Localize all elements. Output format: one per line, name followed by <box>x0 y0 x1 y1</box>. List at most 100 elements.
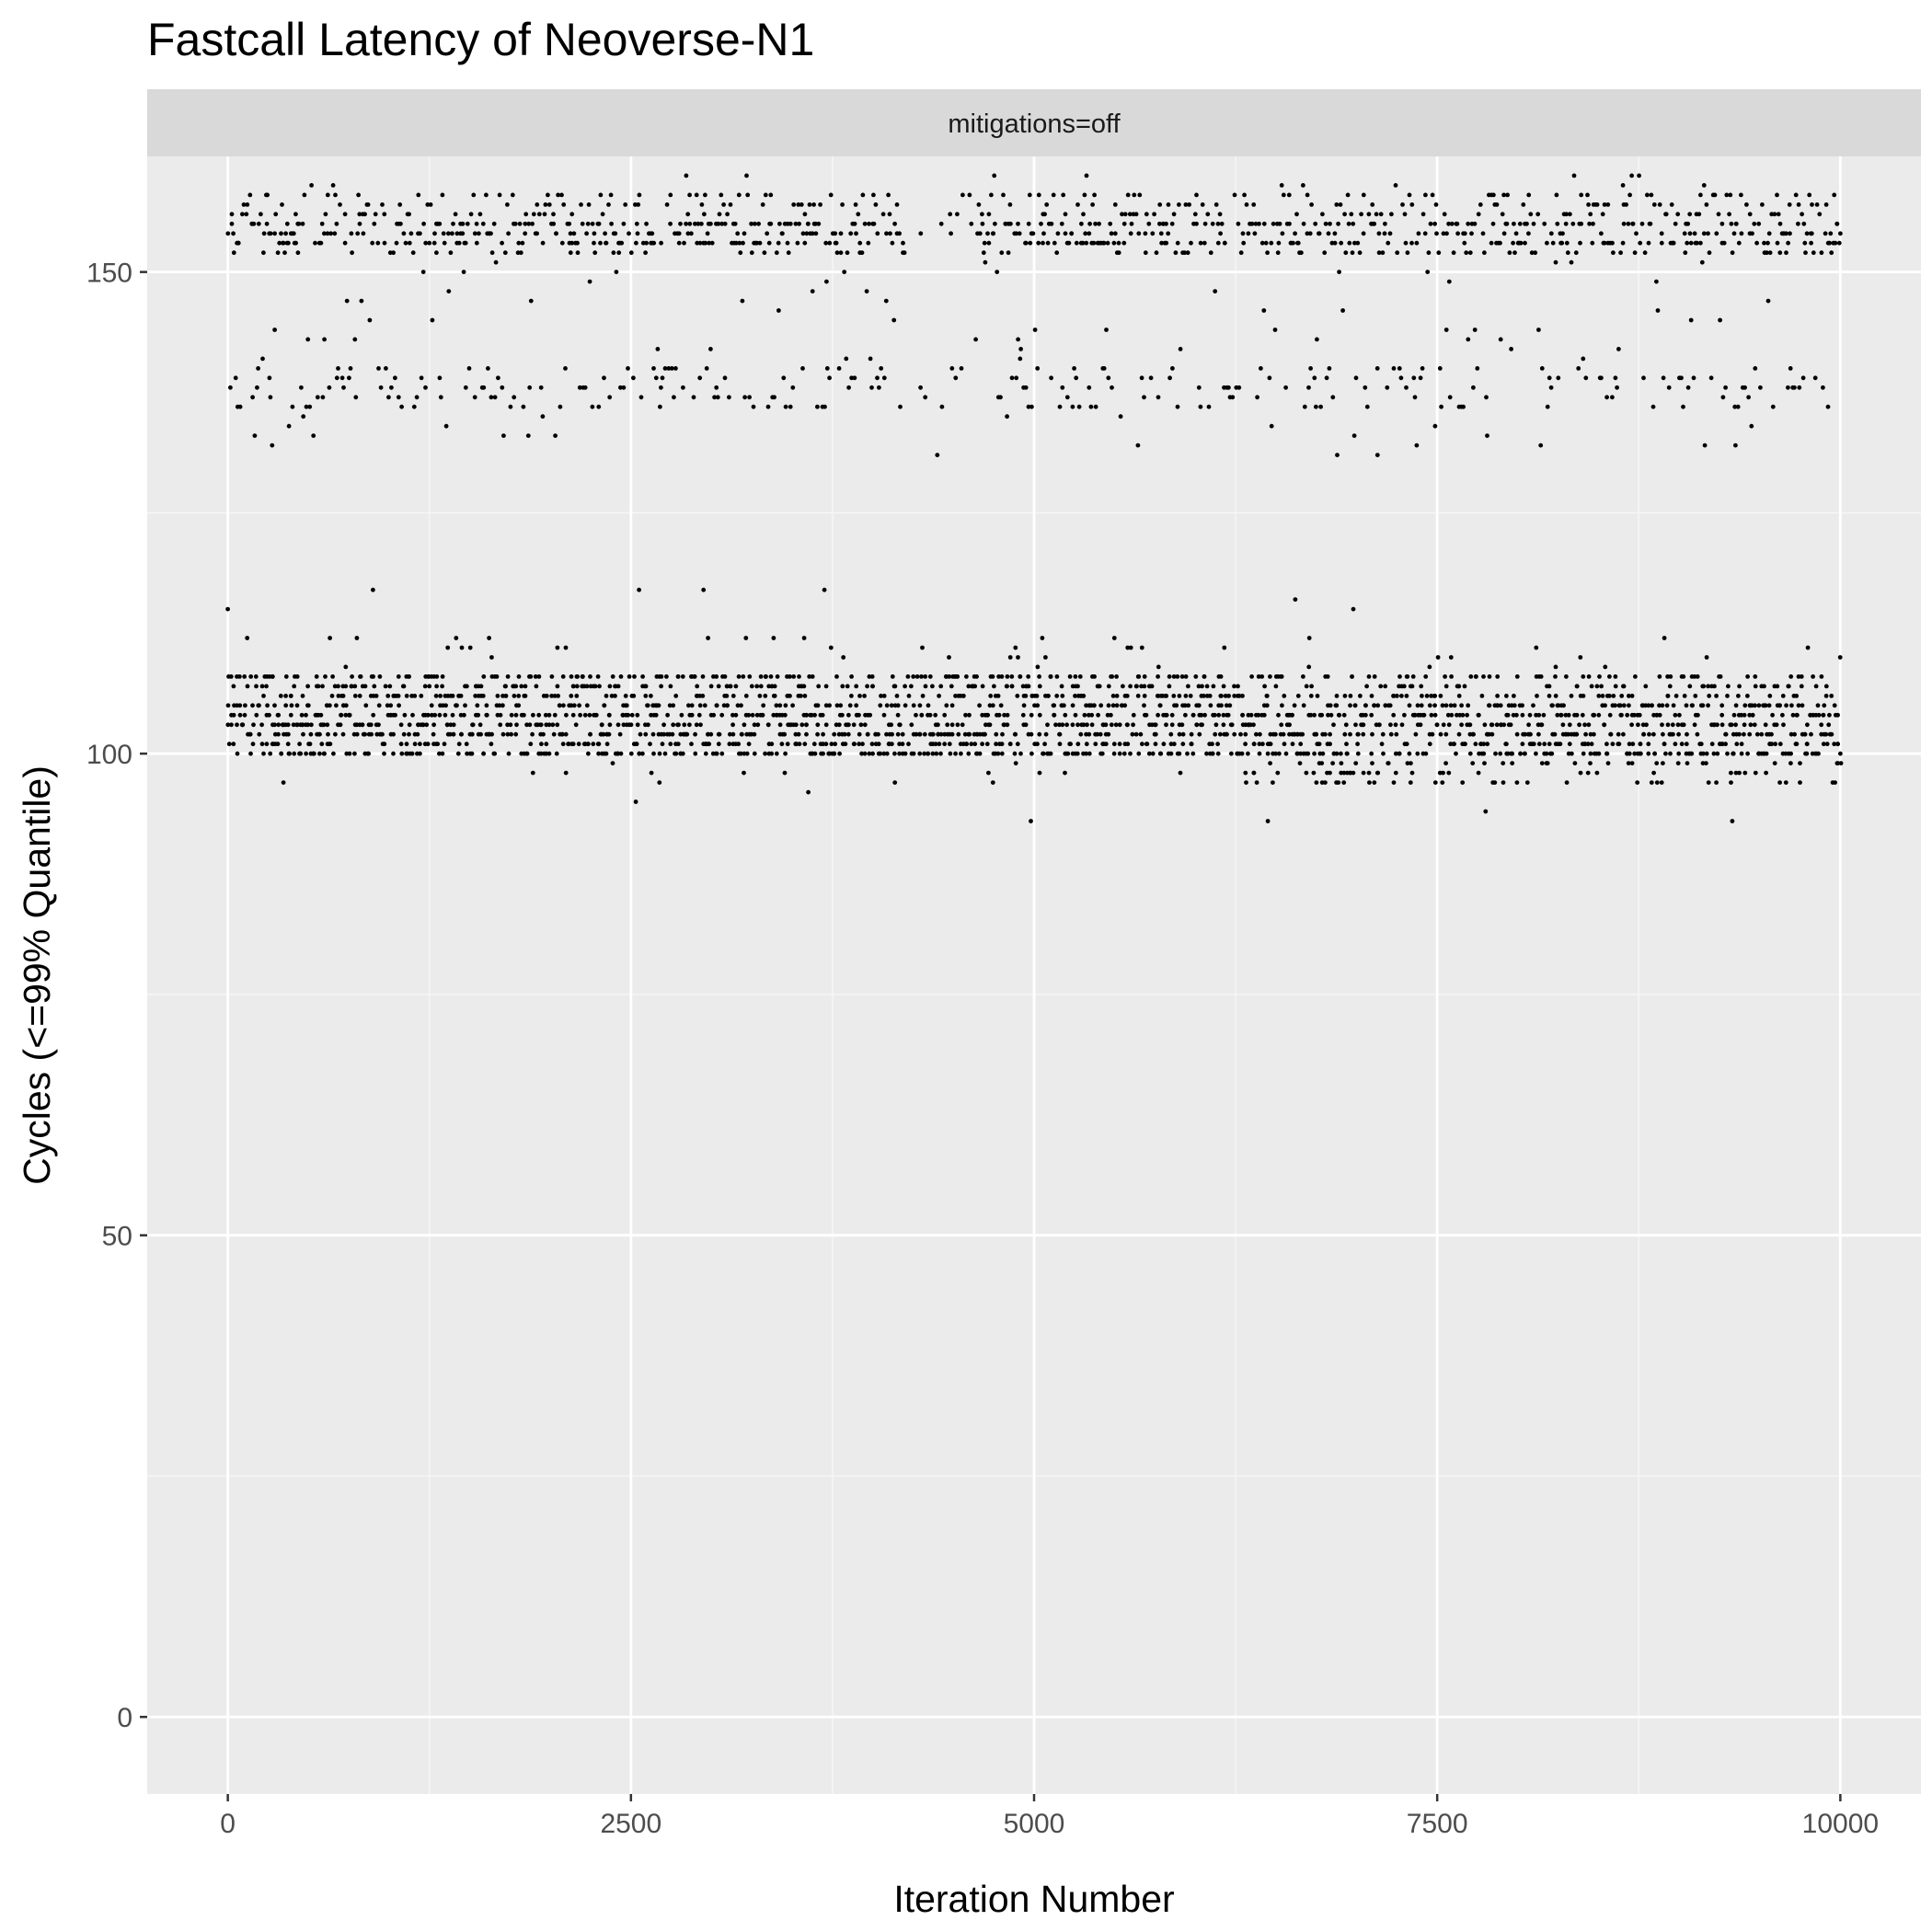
data-point <box>251 221 257 226</box>
data-point <box>1775 192 1779 198</box>
data-point <box>1101 366 1107 371</box>
data-point <box>846 385 851 390</box>
data-point <box>1372 221 1377 226</box>
data-point <box>1035 703 1041 708</box>
data-point <box>776 240 781 246</box>
data-point <box>754 684 760 689</box>
data-point <box>834 250 840 256</box>
data-point <box>1811 674 1815 679</box>
data-point <box>1715 722 1719 728</box>
data-point <box>391 751 396 756</box>
data-point <box>427 240 432 246</box>
data-point <box>379 731 384 737</box>
data-point <box>1429 712 1434 718</box>
data-point <box>1287 722 1292 728</box>
data-point <box>325 192 330 198</box>
data-point <box>1427 742 1432 747</box>
data-point <box>1832 703 1837 708</box>
data-point <box>1700 703 1706 708</box>
data-point <box>1302 404 1307 409</box>
data-point <box>1646 703 1651 708</box>
data-point <box>404 742 409 747</box>
data-point <box>1588 761 1593 765</box>
data-point <box>1695 674 1700 679</box>
data-point <box>687 722 692 728</box>
data-point <box>257 731 262 737</box>
data-point <box>1638 742 1643 747</box>
data-point <box>1657 712 1662 718</box>
data-point <box>1280 703 1284 708</box>
data-point <box>281 240 286 246</box>
data-point <box>1770 712 1775 718</box>
data-point <box>558 404 563 409</box>
data-point <box>1186 684 1190 689</box>
data-point <box>350 250 354 256</box>
data-point <box>1594 202 1600 207</box>
data-point <box>1560 722 1566 728</box>
data-point <box>469 731 475 737</box>
data-point <box>1501 231 1507 236</box>
data-point <box>1148 375 1154 381</box>
data-point <box>319 221 325 226</box>
data-point <box>1618 712 1624 718</box>
data-point <box>763 192 768 198</box>
data-point <box>1753 770 1758 776</box>
data-point <box>368 722 374 728</box>
data-point <box>423 385 428 390</box>
data-point <box>1036 192 1041 198</box>
data-point <box>1667 684 1673 689</box>
data-point <box>399 751 405 756</box>
data-point <box>357 694 362 698</box>
data-point <box>691 395 696 400</box>
data-point <box>967 192 972 198</box>
data-point <box>1467 722 1473 728</box>
data-point <box>938 731 944 737</box>
data-point <box>1213 289 1218 293</box>
data-point <box>657 780 662 785</box>
data-point <box>1366 674 1372 679</box>
data-point <box>1391 780 1397 785</box>
data-point <box>1719 703 1725 708</box>
data-point <box>1452 742 1456 747</box>
data-point <box>1121 240 1127 246</box>
data-point <box>592 231 597 236</box>
data-point <box>484 192 489 198</box>
data-point <box>472 395 477 400</box>
data-point <box>477 231 481 236</box>
data-point <box>1805 722 1810 728</box>
data-point <box>1157 751 1163 756</box>
data-point <box>1603 664 1608 670</box>
data-point <box>451 731 456 737</box>
data-point <box>1589 742 1594 747</box>
data-point <box>1719 221 1725 226</box>
data-point <box>750 712 755 718</box>
data-point <box>1374 453 1380 457</box>
data-point <box>722 221 728 226</box>
data-point <box>237 404 243 409</box>
data-point <box>555 684 560 689</box>
data-point <box>1550 703 1555 708</box>
data-point <box>1143 231 1148 236</box>
data-point <box>820 712 825 718</box>
data-point <box>1114 694 1120 698</box>
data-point <box>1197 731 1202 737</box>
data-point <box>442 240 447 246</box>
data-point <box>645 703 650 708</box>
data-point <box>1207 694 1213 698</box>
data-point <box>1835 742 1840 747</box>
data-point <box>1328 742 1332 747</box>
data-point <box>1490 221 1496 226</box>
data-point <box>1388 722 1393 728</box>
data-point <box>412 694 418 698</box>
data-point <box>728 684 733 689</box>
data-point <box>809 712 814 718</box>
data-point <box>697 375 703 381</box>
data-point <box>1260 742 1265 747</box>
data-point <box>492 395 498 400</box>
data-point <box>440 192 445 198</box>
data-point <box>1158 231 1164 236</box>
data-point <box>544 742 549 747</box>
data-point <box>926 751 930 756</box>
data-point <box>1278 674 1283 679</box>
data-point <box>391 250 396 256</box>
